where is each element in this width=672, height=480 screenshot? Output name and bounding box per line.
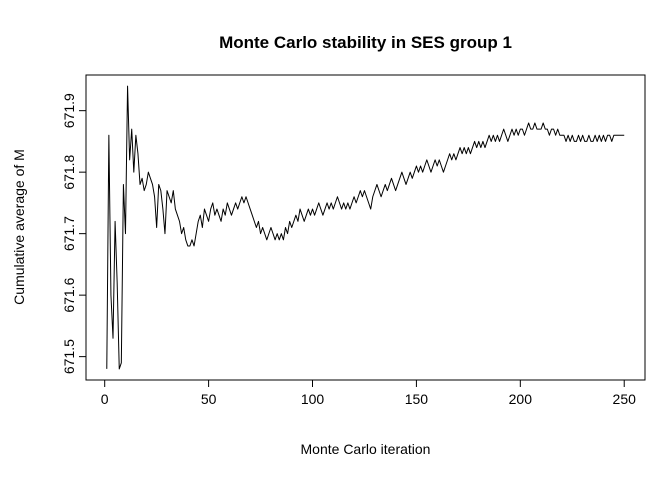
- x-tick-label: 250: [613, 391, 637, 407]
- y-tick-label: 671.6: [61, 277, 77, 312]
- x-tick-label: 100: [301, 391, 325, 407]
- x-tick-label: 150: [405, 391, 429, 407]
- chart-title: Monte Carlo stability in SES group 1: [219, 33, 512, 52]
- y-tick-label: 671.5: [61, 339, 77, 374]
- y-axis-label: Cumulative average of M: [11, 149, 27, 305]
- x-axis-label: Monte Carlo iteration: [300, 441, 431, 457]
- series-line: [106, 85, 625, 370]
- x-tick-label: 0: [101, 391, 109, 407]
- plot-box: [85, 74, 646, 381]
- x-tick-label: 50: [201, 391, 217, 407]
- y-tick-label: 671.8: [61, 154, 77, 189]
- x-tick-label: 200: [509, 391, 533, 407]
- y-tick-label: 671.7: [61, 216, 77, 251]
- y-tick-label: 671.9: [61, 93, 77, 128]
